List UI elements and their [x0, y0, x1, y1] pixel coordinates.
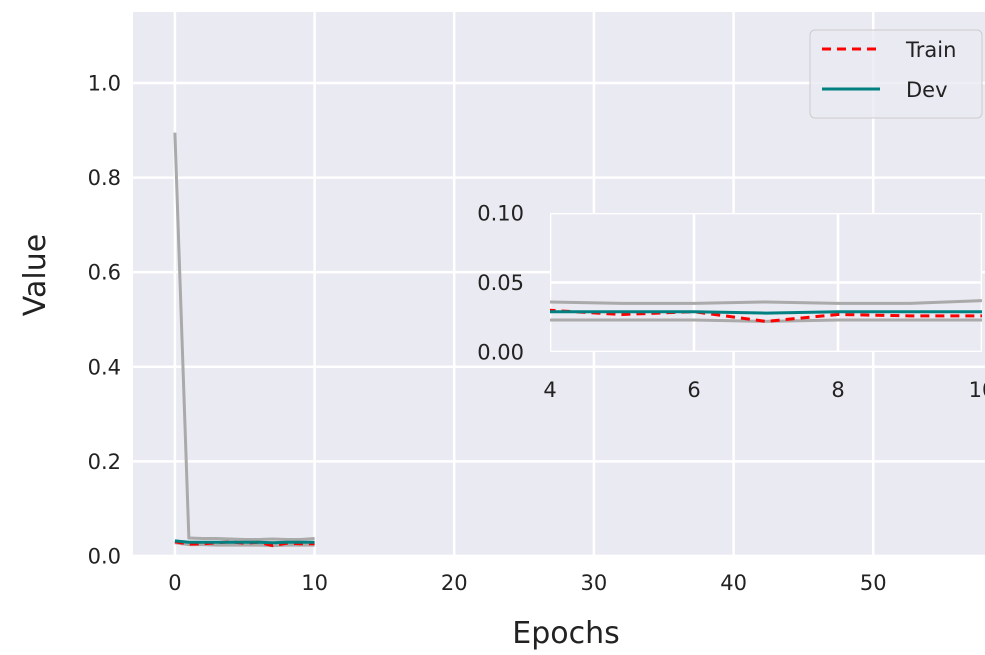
main-x-tick-label: 50: [860, 571, 887, 595]
main-y-tick-label: 0.8: [88, 166, 121, 190]
main-x-tick-label: 30: [581, 571, 608, 595]
main-y-tick-label: 0.2: [88, 450, 121, 474]
main-y-tick-label: 0.6: [88, 261, 121, 285]
inset-plot-area: 4 6 8 10 0.00 0.05 0.10: [477, 202, 985, 402]
main-x-tick-label: 40: [720, 571, 747, 595]
main-x-tick-label: 0: [168, 571, 181, 595]
inset-x-tick-label: 4: [543, 378, 556, 402]
main-x-tick-label: 10: [301, 571, 328, 595]
inset-dev-line: [550, 310, 982, 315]
inset-band-line: [550, 318, 982, 323]
y-axis-label: Value: [18, 234, 53, 316]
main-train-line: [174, 540, 315, 548]
main-y-tick-label: 1.0: [88, 72, 121, 96]
legend-train-label: Train: [905, 38, 956, 62]
inset-train-line: [550, 308, 982, 323]
inset-y-tick-label: 0.00: [477, 341, 524, 365]
inset-y-tick-label: 0.10: [477, 202, 524, 226]
main-y-tick-label: 0.4: [88, 355, 121, 379]
main-y-tick-label: 0.0: [88, 545, 121, 569]
inset-grid: [550, 213, 982, 352]
main-x-tick-label: 20: [441, 571, 468, 595]
inset-band-line: [550, 299, 982, 305]
main-band-line: [173, 132, 315, 541]
inset-y-tick-label: 0.05: [477, 271, 524, 295]
legend-box: [809, 29, 983, 119]
x-axis-label: Epochs: [512, 616, 620, 651]
inset-x-tick-label: 8: [831, 378, 844, 402]
inset-x-tick-label: 10: [969, 378, 985, 402]
legend-dev-label: Dev: [906, 78, 948, 102]
inset-x-tick-label: 6: [687, 378, 700, 402]
main-dev-line: [174, 539, 315, 545]
legend: Train Dev: [809, 29, 983, 119]
